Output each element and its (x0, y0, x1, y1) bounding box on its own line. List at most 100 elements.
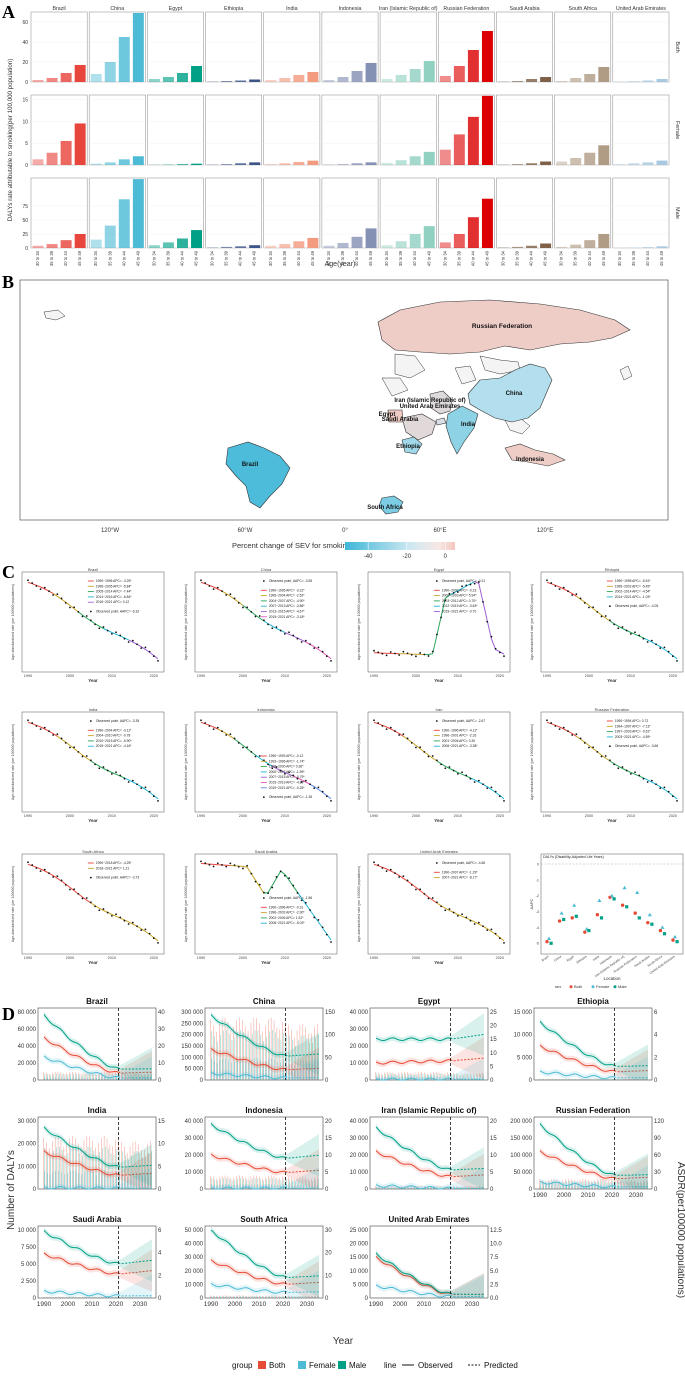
xtick-label: 40 to 44 (63, 250, 68, 266)
map-country-russian-federation (377, 299, 631, 355)
panel-d-xlabel: Year (333, 1336, 354, 1347)
pred-bar (481, 1072, 483, 1080)
jp-observed-point (503, 799, 505, 802)
ytick-label: 5 (25, 141, 28, 147)
pred-bar (629, 1185, 630, 1189)
pred-left-tick: 150 000 (181, 1044, 203, 1050)
pred-bar (389, 1071, 391, 1080)
pred-bar (280, 1185, 281, 1189)
pred-bar (288, 1176, 289, 1189)
pred-bar (389, 1185, 391, 1189)
pred-observed-line (375, 1255, 451, 1294)
jp-segment-line (200, 863, 231, 866)
pred-left-tick: 10 000 (18, 1228, 37, 1234)
jp-observed-point (402, 875, 405, 878)
jp-observed-point (81, 615, 84, 618)
pred-bar (95, 1296, 96, 1298)
pred-ci-band (44, 1249, 152, 1292)
pred-observed-line (43, 1185, 119, 1190)
pred-bar (106, 1072, 108, 1080)
pred-bar (244, 1026, 246, 1080)
pred-bar (236, 1175, 237, 1189)
bar-india-both (293, 75, 305, 82)
pred-bar (223, 1295, 224, 1298)
pred-bar (90, 1170, 91, 1189)
pred-bar (315, 1037, 316, 1080)
jp-observed-point (127, 923, 130, 925)
pred-right-tick: 20 (490, 1119, 497, 1125)
facet-panel (88, 94, 146, 166)
bar-china-female (132, 156, 144, 165)
pred-predicted-line (285, 1169, 320, 1174)
xtick-label: 45 to 49 (484, 250, 489, 266)
bar-egypt-both (191, 66, 203, 82)
jp-observed-point (27, 719, 29, 722)
pred-bar (254, 1178, 256, 1189)
pred-bar (125, 1297, 126, 1298)
pred-bar (56, 1296, 57, 1298)
jp-legend-text: 1990~2018 APC= -4.25* (96, 861, 132, 865)
pred-bar (378, 1186, 379, 1189)
pred-bar (405, 1297, 406, 1298)
pred-bar (563, 1079, 565, 1080)
jp-observed-point (271, 886, 274, 889)
pred-bar (483, 1074, 484, 1080)
pred-bar (219, 1176, 220, 1189)
pred-left-tick: 30 000 (18, 1119, 37, 1125)
panel-b-label: B (2, 272, 14, 292)
bar-iran-islamic-republic-of-male (381, 245, 393, 248)
pred-right-tick: 0 (158, 1078, 162, 1084)
pred-bar (395, 1073, 397, 1080)
jp-observed-point (233, 864, 236, 866)
pred-ci-band (44, 1227, 152, 1282)
aapc-point-female (660, 925, 665, 929)
pred-bar (84, 1171, 85, 1189)
pred-left-tick: 0 (529, 1078, 533, 1084)
jp-legend-text: 2001~2006 APC= 0.30 (442, 739, 476, 743)
pred-bar (386, 1185, 388, 1189)
pred-bar (546, 1182, 547, 1189)
bar-indonesia-female (351, 163, 363, 165)
jp-legend-text: 2007~2013 APC= -3.86* (269, 604, 305, 608)
pred-bar (585, 1178, 586, 1189)
jp-panel-title: United Arab Emirates (420, 849, 458, 854)
jp-ylabel: Age-standardized rate (per 100000 popula… (357, 724, 361, 800)
aapc-legend-item: Female (596, 984, 610, 989)
pred-predicted-line (450, 1033, 485, 1040)
jp-legend-text: 1995~2004 APC= -2.52* (269, 594, 305, 598)
jp-observed-point (473, 582, 476, 585)
xtick-label: 35 to 39 (631, 250, 636, 266)
pred-bar (49, 1148, 50, 1189)
map-country-china (467, 363, 553, 423)
pred-bar (213, 1025, 214, 1080)
jp-segment-line (297, 891, 332, 941)
jp-ylabel: Age-standardized rate (per 100000 popula… (184, 724, 188, 800)
xtick-label: 30 to 34 (500, 250, 505, 266)
jp-observed-point (330, 659, 332, 662)
jp-xtick: 2000 (585, 814, 593, 818)
pred-bar (445, 1074, 447, 1080)
jp-observed-point (225, 865, 228, 868)
pred-bar (408, 1186, 409, 1189)
pred-bar (214, 1296, 215, 1298)
pred-bar (222, 1297, 224, 1298)
facet-title-south-africa: South Africa (568, 6, 597, 12)
bar-united-arab-emirates-female (614, 164, 626, 165)
pred-bar (249, 1180, 250, 1189)
ytick-label: 25 (22, 232, 28, 238)
pred-bar (136, 1074, 138, 1080)
pred-bar (228, 1297, 229, 1298)
jp-observed-point (617, 767, 620, 770)
pred-bar (78, 1173, 80, 1189)
bar-russian-federation-male (439, 242, 451, 248)
jp-segment-line (373, 721, 404, 737)
jp-observed-point (110, 632, 113, 635)
pred-bar (456, 1186, 457, 1189)
bar-iran-islamic-republic-of-male (409, 234, 421, 248)
xtick-label: 40 to 44 (296, 250, 301, 266)
pred-bar (92, 1140, 93, 1189)
map-land-outline (619, 365, 633, 381)
jp-observed-point (663, 786, 666, 789)
jp-observed-point (440, 763, 442, 766)
pred-bar (86, 1071, 88, 1080)
